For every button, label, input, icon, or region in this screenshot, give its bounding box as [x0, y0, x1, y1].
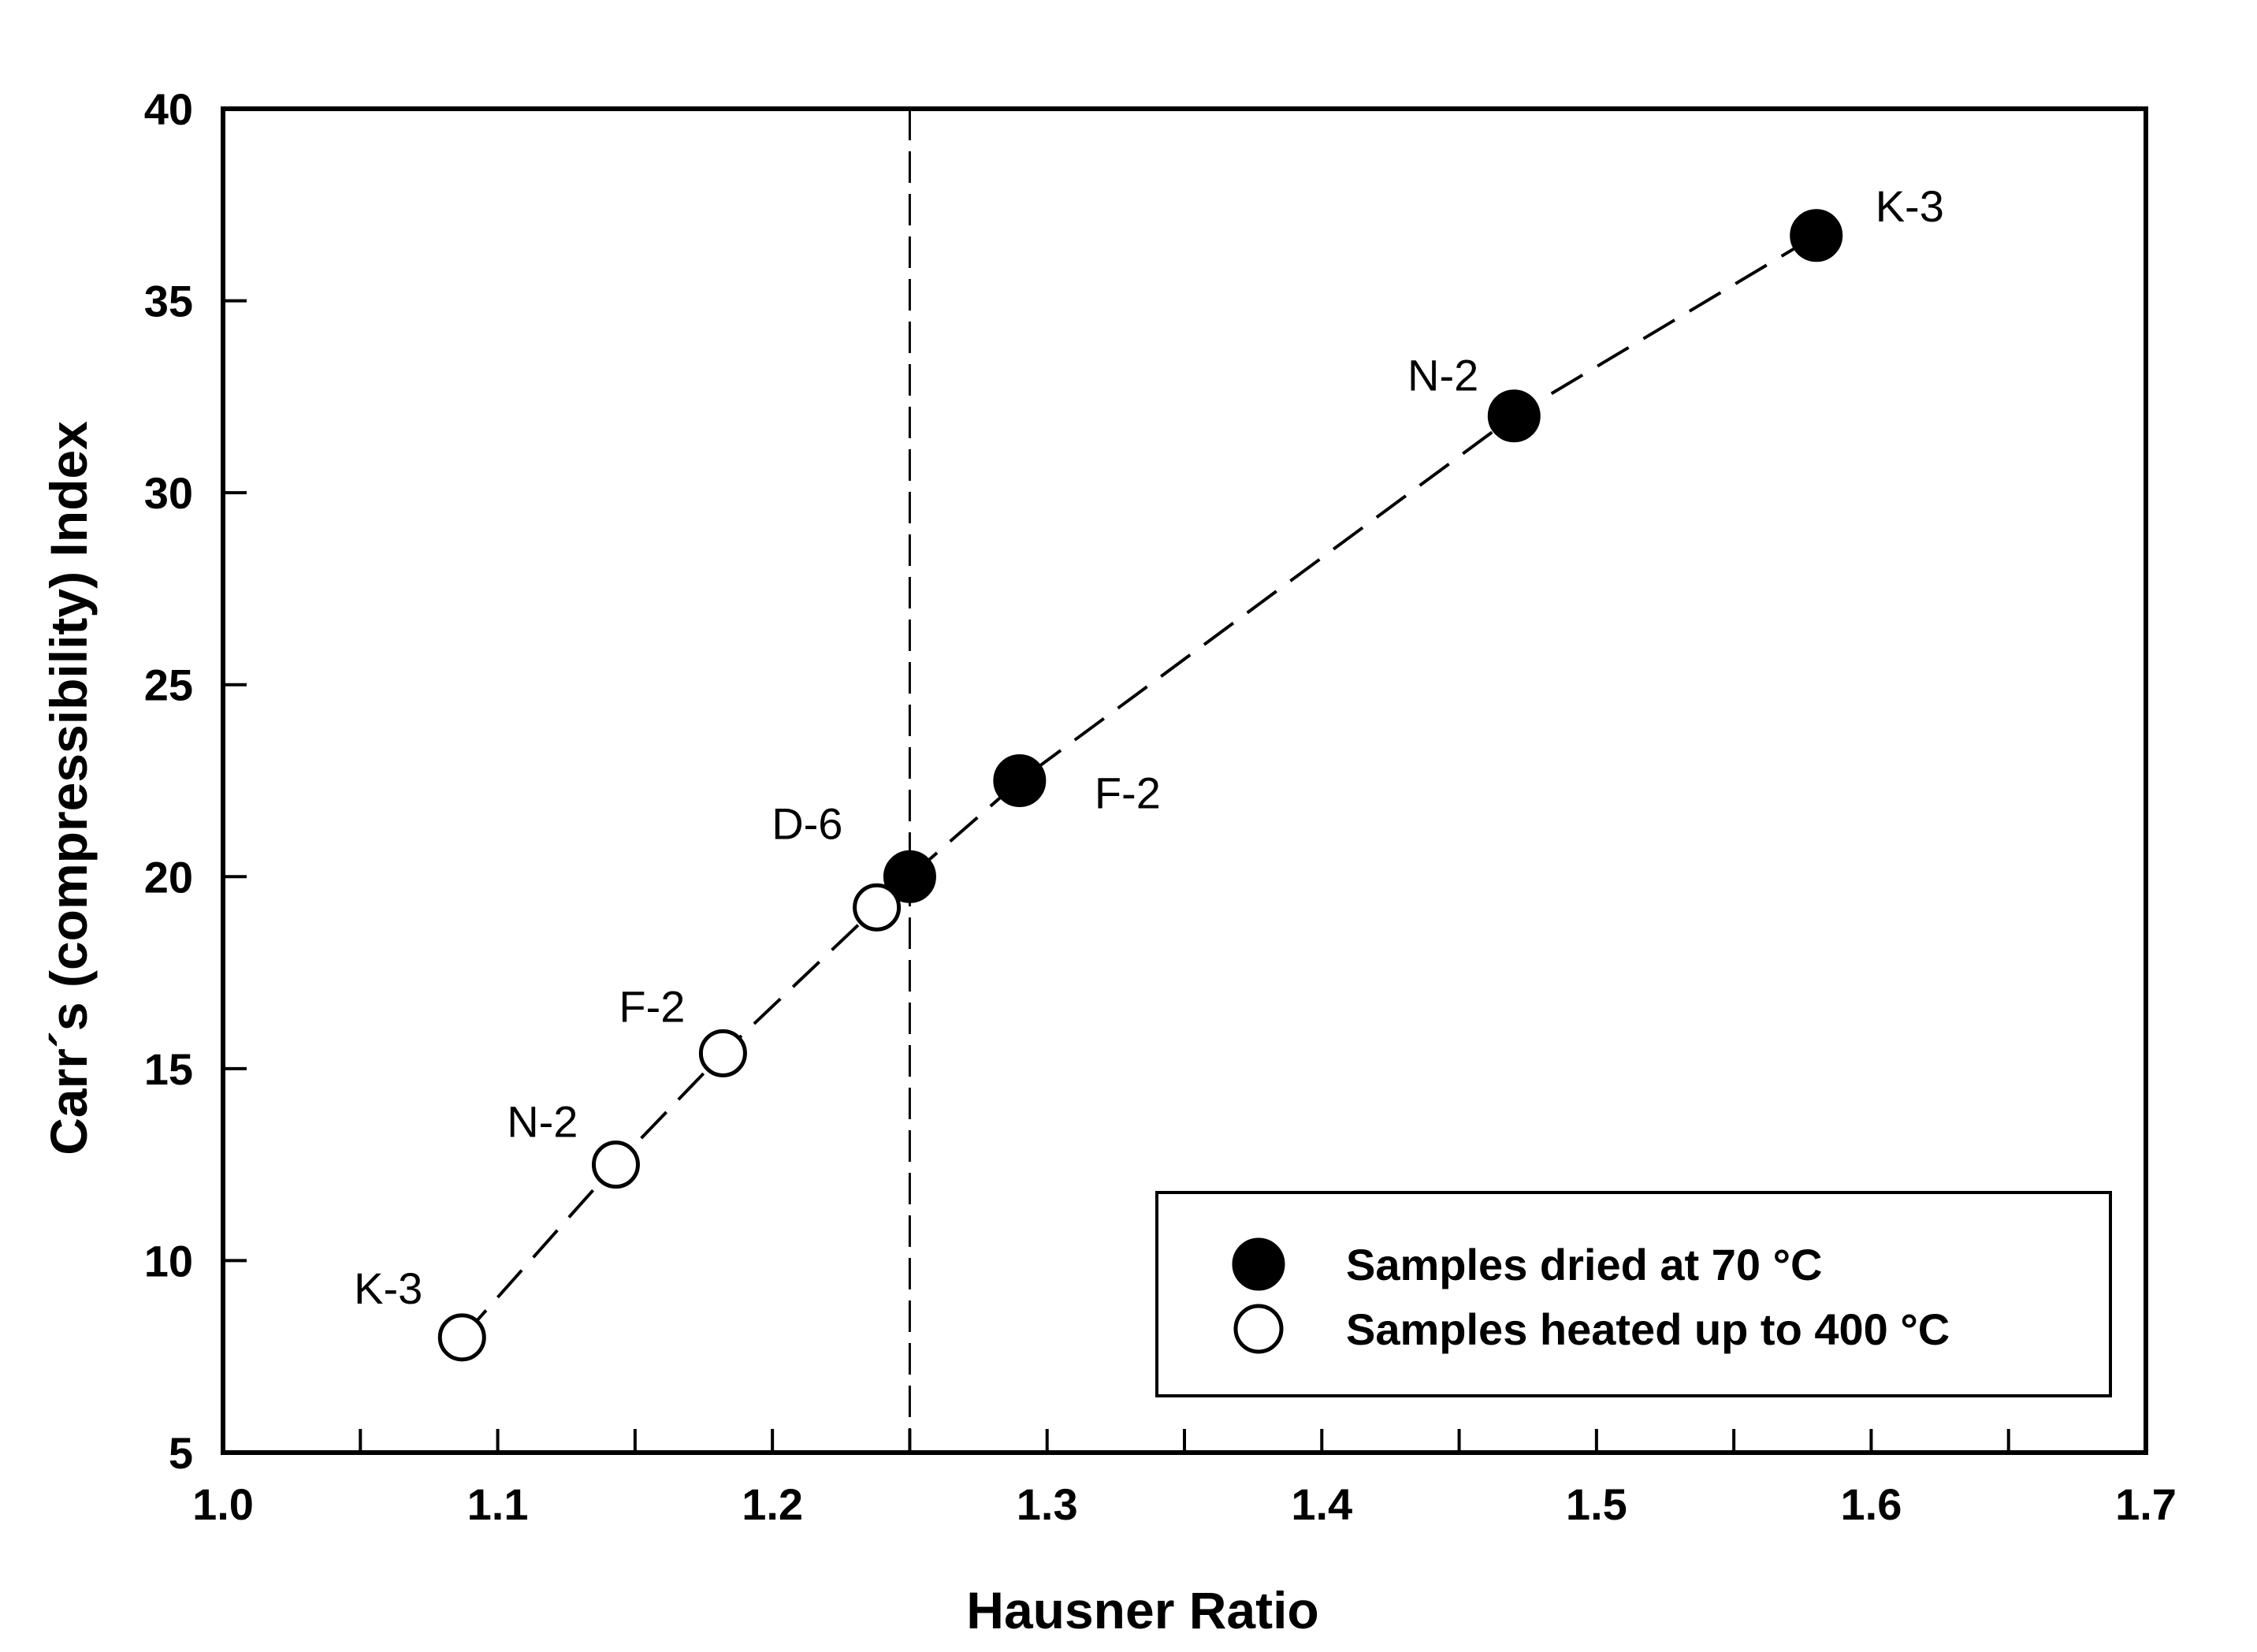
x-tick-label: 1.6 — [1840, 1479, 1902, 1529]
data-point-heated — [591, 1140, 640, 1189]
data-point-heated — [698, 1029, 747, 1077]
data-point-dried — [1790, 209, 1843, 262]
data-points — [437, 209, 1843, 1362]
point-label: K-3 — [1876, 181, 1944, 231]
y-tick-label: 10 — [144, 1236, 193, 1286]
x-tick-label: 1.7 — [2115, 1479, 2177, 1529]
x-tick-label: 1.3 — [1017, 1479, 1078, 1529]
point-label: N-2 — [507, 1097, 578, 1147]
point-label: D-6 — [772, 798, 842, 848]
point-label: F-2 — [619, 981, 685, 1031]
trend-line-series-1 — [460, 906, 878, 1339]
y-tick-label: 30 — [144, 468, 193, 518]
legend-label-dried: Samples dried at 70 °C — [1346, 1240, 1822, 1289]
data-point-dried — [993, 754, 1047, 807]
y-tick-label: 40 — [144, 84, 193, 134]
point-label: N-2 — [1407, 351, 1478, 400]
point-label: F-2 — [1095, 768, 1161, 818]
y-tick-label: 15 — [144, 1044, 193, 1094]
y-axis-title: Carr´s (compressibility) Index — [39, 421, 98, 1155]
legend-box — [1155, 1191, 2112, 1397]
data-point-heated — [853, 883, 902, 932]
data-point-dried — [1487, 389, 1541, 443]
data-point-dried — [883, 850, 936, 903]
axis-ticks: 1.0 1.1 1.2 1.3 1.4 1.5 1.6 1.7 5 10 15 20 25 30 35 40 — [144, 84, 2177, 1529]
x-tick-label: 1.0 — [192, 1479, 254, 1529]
legend-marker-dried — [1232, 1237, 1285, 1291]
trend-line-series-0 — [909, 234, 1817, 878]
point-labels: D-6 F-2 N-2 K-3 K-3 N-2 F-2 — [354, 181, 1944, 1313]
legend-marker-heated — [1233, 1304, 1284, 1354]
x-tick-label: 1.2 — [742, 1479, 803, 1529]
y-tick-label: 35 — [144, 277, 193, 326]
y-tick-label: 5 — [169, 1428, 193, 1478]
data-point-heated — [437, 1313, 486, 1362]
legend: Samples dried at 70 °C Samples heated up… — [1155, 1191, 2112, 1397]
point-label: K-3 — [354, 1263, 422, 1313]
y-tick-label: 25 — [144, 660, 193, 710]
x-tick-label: 1.4 — [1291, 1479, 1352, 1529]
legend-label-heated: Samples heated up to 400 °C — [1346, 1304, 1950, 1354]
x-tick-label: 1.1 — [467, 1479, 529, 1529]
x-axis-title: Hausner Ratio — [966, 1581, 1318, 1639]
x-tick-label: 1.5 — [1566, 1479, 1627, 1529]
y-tick-label: 20 — [144, 852, 193, 902]
